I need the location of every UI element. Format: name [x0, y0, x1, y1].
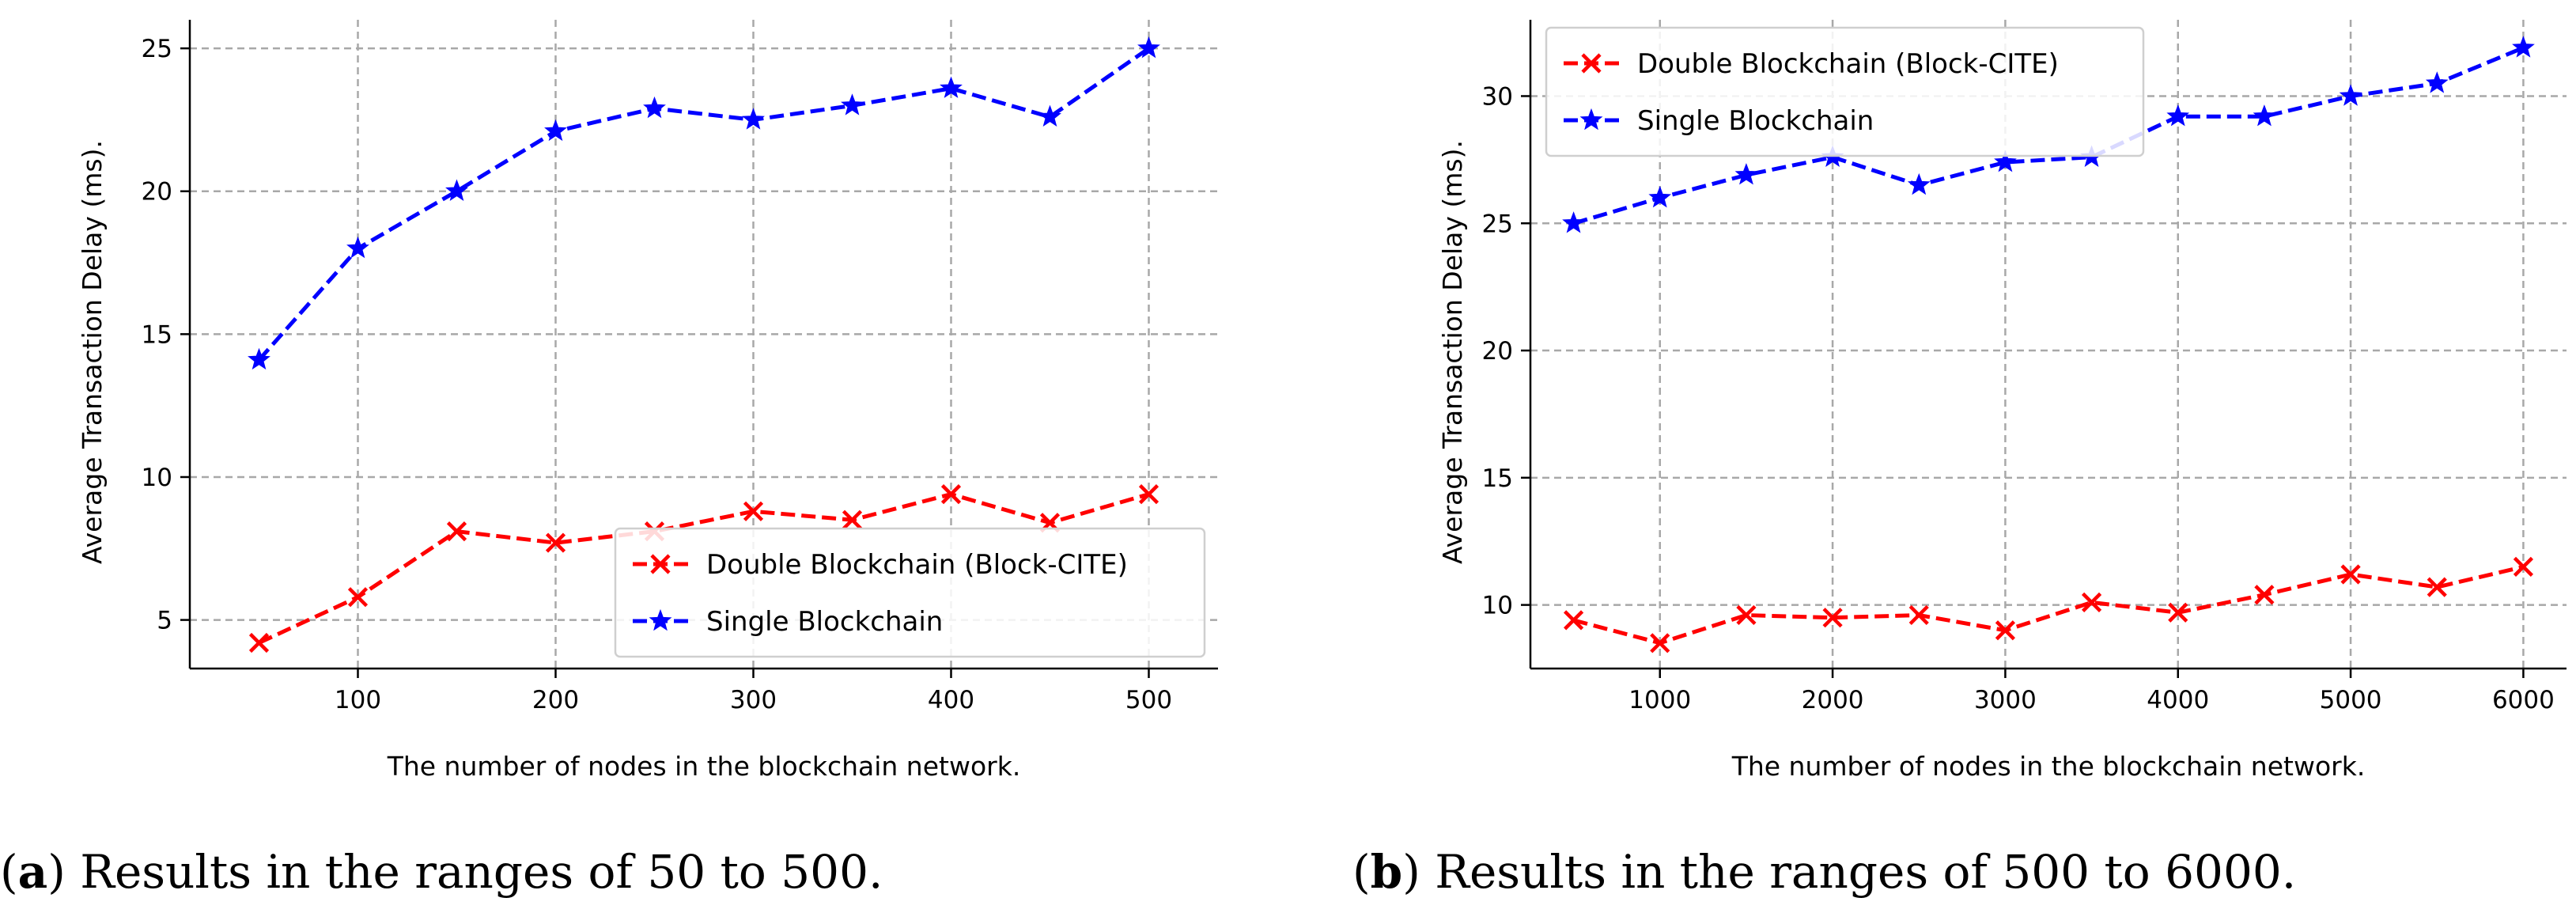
data-point [1038, 104, 1061, 127]
data-point [1907, 172, 1931, 195]
data-point [2425, 71, 2449, 93]
caption-open: ( [0, 845, 18, 899]
data-point [643, 96, 666, 119]
data-point [1994, 150, 2017, 172]
x-tick-label: 200 [532, 686, 579, 714]
x-tick-label: 300 [730, 686, 777, 714]
data-point [2081, 592, 2102, 612]
y-tick-label: 20 [142, 178, 172, 206]
y-tick-label: 10 [142, 464, 172, 492]
data-point [842, 510, 863, 530]
y-axis-label: Average Transaction Delay (ms). [77, 140, 108, 564]
x-tick-label: 2000 [1802, 686, 1864, 714]
x-tick-label: 4000 [2147, 686, 2209, 714]
x-axis-label: The number of nodes in the blockchain ne… [1731, 751, 2366, 782]
data-point [544, 119, 567, 142]
data-point [743, 501, 764, 521]
data-point [248, 347, 270, 370]
data-point [841, 93, 864, 116]
legend-frame [614, 527, 1206, 658]
data-point [347, 587, 369, 608]
data-point [2427, 577, 2447, 597]
series-line [257, 47, 1150, 362]
data-point [2168, 602, 2188, 623]
legend-label: Single Blockchain [1637, 105, 1874, 137]
x-tick-label: 3000 [1974, 686, 2037, 714]
x-tick-label: 400 [928, 686, 974, 714]
legend: Double Blockchain (Block-CITE) Single Blo… [1545, 26, 2145, 157]
legend-marker [1579, 108, 1603, 131]
data-point [1908, 604, 1929, 626]
panel-caption: (b) Results in the ranges of 500 to 6000… [1352, 845, 2296, 899]
caption-letter: b [1371, 845, 1403, 899]
y-tick-label: 30 [1482, 82, 1513, 111]
data-point [2513, 556, 2534, 577]
data-point [1562, 211, 1585, 233]
data-point [940, 76, 963, 98]
data-point [1648, 185, 1672, 208]
data-point [446, 521, 467, 542]
chart-panel-a: 100 200 300 400 500 5 10 15 20 25 The number of no… [0, 20, 1218, 899]
data-point [346, 236, 369, 259]
y-tick-label: 15 [142, 320, 172, 349]
chart-panel-b: 1000 2000 3000 4000 5000 6000 10 15 20 25 30 The nu… [1352, 20, 2567, 899]
data-point [1138, 484, 1159, 505]
x-tick-label: 500 [1125, 686, 1172, 714]
legend: Double Blockchain (Block-CITE) Single Blo… [614, 527, 1206, 658]
caption-open: ( [1352, 845, 1371, 899]
data-point [2339, 84, 2362, 106]
caption-letter: a [18, 845, 48, 899]
legend-marker [650, 554, 671, 574]
data-point [940, 484, 962, 505]
data-point [1137, 36, 1160, 59]
series-double-blockchain [1563, 556, 2534, 653]
data-point [1822, 608, 1843, 628]
y-axis-label: Average Transaction Delay (ms). [1437, 140, 1468, 564]
x-tick-label: 5000 [2320, 686, 2382, 714]
y-tick-label: 5 [157, 607, 172, 635]
x-tick-label: 100 [335, 686, 381, 714]
legend-label: Double Blockchain (Block-CITE) [706, 549, 1128, 581]
data-point [1563, 610, 1584, 631]
data-point [2512, 36, 2535, 58]
data-point [742, 108, 765, 130]
series-single-blockchain [248, 36, 1160, 370]
y-tick-label: 25 [142, 35, 172, 63]
panel-caption: (a) Results in the ranges of 50 to 500. [0, 845, 883, 899]
series-line [1572, 564, 2524, 646]
data-point [445, 179, 468, 202]
data-point [248, 632, 270, 653]
series-double-blockchain [248, 484, 1159, 653]
legend-marker [1581, 53, 1602, 74]
y-tick-label: 15 [1482, 464, 1513, 493]
data-point [2340, 564, 2361, 585]
data-point [1736, 604, 1757, 626]
data-point [2253, 104, 2276, 127]
legend-label: Double Blockchain (Block-CITE) [1637, 48, 2059, 80]
x-tick-label: 6000 [2492, 686, 2555, 714]
legend-label: Single Blockchain [706, 606, 943, 638]
y-tick-label: 25 [1482, 210, 1513, 238]
data-point [2254, 585, 2275, 605]
caption-text: ) Results in the ranges of 500 to 6000. [1402, 845, 2296, 899]
x-tick-label: 1000 [1628, 686, 1691, 714]
y-tick-label: 20 [1482, 337, 1513, 366]
data-point [1734, 163, 1758, 185]
data-point [1995, 620, 2016, 641]
series-line [258, 492, 1150, 645]
y-tick-label: 10 [1482, 592, 1513, 620]
caption-text: ) Results in the ranges of 50 to 500. [47, 845, 883, 899]
legend-marker [649, 608, 672, 631]
data-point [2166, 104, 2190, 127]
data-point [545, 532, 566, 553]
data-point [1650, 633, 1670, 653]
x-axis-label: The number of nodes in the blockchain ne… [387, 751, 1021, 782]
legend-frame [1545, 26, 2145, 157]
